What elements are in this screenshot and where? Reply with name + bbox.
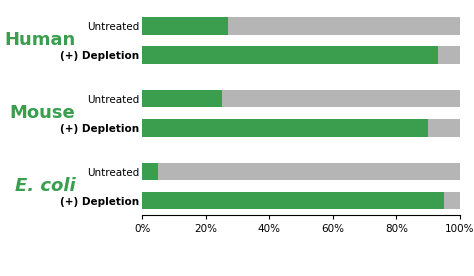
Bar <box>142 163 158 180</box>
Bar <box>228 17 460 35</box>
Text: Mouse: Mouse <box>10 104 75 122</box>
Bar <box>438 46 460 64</box>
Text: Human: Human <box>4 31 75 49</box>
Bar <box>142 119 428 137</box>
Bar <box>142 90 221 107</box>
Bar <box>428 119 460 137</box>
Text: E. coli: E. coli <box>15 177 75 195</box>
Bar <box>142 192 444 209</box>
Bar <box>142 46 438 64</box>
Bar <box>158 163 460 180</box>
Bar <box>142 17 228 35</box>
Bar <box>221 90 460 107</box>
Bar <box>444 192 460 209</box>
